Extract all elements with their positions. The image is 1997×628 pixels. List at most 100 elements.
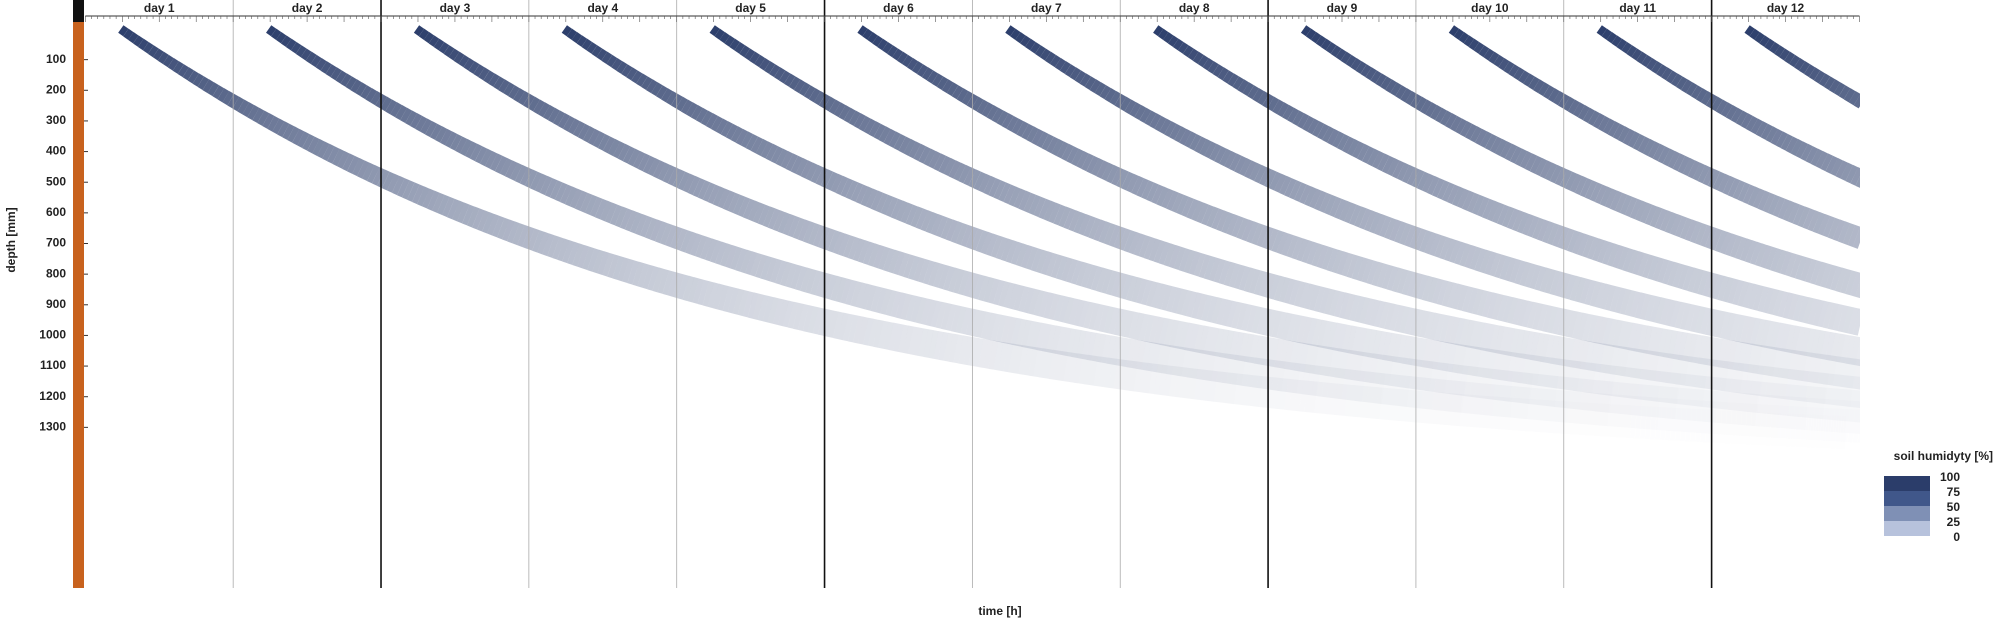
humidity-band: [800, 160, 814, 179]
humidity-band: [157, 51, 169, 64]
humidity-band: [1624, 347, 1635, 378]
humidity-band: [1247, 85, 1260, 100]
humidity-band: [1183, 367, 1193, 399]
humidity-band: [1246, 221, 1259, 244]
humidity-band: [1752, 284, 1764, 311]
humidity-band: [1376, 153, 1390, 172]
humidity-band: [1249, 334, 1259, 364]
humidity-band: [1596, 25, 1607, 37]
humidity-band: [1035, 322, 1047, 351]
humidity-band: [1592, 363, 1602, 395]
humidity-band: [1305, 28, 1317, 40]
humidity-band: [1506, 297, 1519, 324]
humidity-band: [1015, 243, 1028, 267]
humidity-band: [1134, 104, 1147, 121]
humidity-band: [507, 221, 520, 244]
humidity-band: [1777, 291, 1789, 318]
humidity-band: [1068, 352, 1078, 383]
humidity-band: [1735, 362, 1745, 394]
humidity-band: [1767, 346, 1778, 377]
humidity-band: [975, 310, 987, 338]
humidity-band: [1238, 266, 1251, 291]
humidity-band: [1108, 358, 1118, 389]
humidity-band: [1299, 342, 1309, 373]
humidity-band: [1151, 184, 1164, 205]
humidity-band: [1269, 377, 1278, 409]
humidity-band: [1213, 328, 1225, 357]
humidity-band: [1350, 57, 1362, 71]
humidity-band: [1567, 310, 1578, 338]
humidity-band: [1138, 313, 1150, 342]
humidity-band: [1105, 270, 1118, 296]
humidity-band: [682, 275, 695, 302]
humidity-band: [1089, 79, 1102, 94]
legend-label: 100: [1940, 470, 1960, 484]
humidity-band: [534, 173, 548, 193]
humidity-band: [1035, 249, 1048, 274]
humidity-band: [1099, 85, 1112, 100]
humidity-band: [1384, 355, 1394, 386]
humidity-band: [1454, 118, 1468, 135]
humidity-band: [622, 146, 636, 164]
humidity-band: [1837, 221, 1851, 244]
humidity-band: [908, 255, 920, 280]
humidity-band: [1513, 67, 1525, 81]
humidity-band: [1537, 356, 1547, 387]
humidity-band: [1449, 396, 1454, 397]
humidity-band: [1088, 355, 1098, 386]
humidity-band: [1514, 260, 1527, 285]
humidity-band: [715, 241, 728, 265]
humidity-band: [1842, 223, 1856, 246]
humidity-band: [1030, 41, 1041, 54]
humidity-band: [1474, 321, 1485, 350]
humidity-band: [1466, 192, 1480, 213]
humidity-band: [1123, 310, 1135, 338]
humidity-band: [960, 224, 974, 247]
humidity-band: [1602, 118, 1615, 135]
humidity-band: [1767, 194, 1781, 216]
humidity-band: [1827, 302, 1839, 330]
humidity-band: [1326, 248, 1339, 272]
humidity-band: [450, 133, 463, 151]
humidity-band: [923, 260, 935, 285]
humidity-band: [367, 164, 380, 184]
humidity-band: [1542, 356, 1552, 388]
humidity-band: [1385, 79, 1397, 94]
humidity-band: [1800, 257, 1813, 282]
humidity-band: [1381, 264, 1394, 290]
humidity-band: [998, 281, 1010, 307]
humidity-band: [1494, 138, 1508, 156]
humidity-band: [887, 45, 898, 58]
humidity-band: [1416, 171, 1430, 191]
humidity-band: [1770, 367, 1780, 398]
humidity-band: [1334, 348, 1344, 378]
humidity-band: [1038, 348, 1049, 378]
humidity-band: [1354, 351, 1364, 382]
humidity-band: [1782, 200, 1796, 222]
humidity-band: [875, 287, 887, 314]
humidity-band: [1539, 374, 1549, 406]
humidity-band: [1163, 318, 1175, 347]
humidity-band: [850, 182, 864, 202]
humidity-band: [1083, 301, 1095, 329]
humidity-band: [1639, 293, 1651, 320]
humidity-band: [543, 104, 555, 121]
humidity-band: [1730, 107, 1743, 124]
humidity-band: [1396, 268, 1409, 294]
humidity-band: [1198, 369, 1208, 401]
humidity-band: [719, 32, 730, 44]
humidity-band: [272, 118, 285, 135]
humidity-band: [1597, 240, 1610, 264]
humidity-band: [1449, 364, 1459, 395]
humidity-band: [410, 113, 423, 129]
humidity-band: [793, 79, 806, 94]
humidity-band: [1299, 184, 1312, 205]
humidity-band: [1454, 396, 1459, 397]
humidity-band: [1193, 252, 1206, 277]
humidity-band: [757, 294, 769, 322]
humidity-band: [1401, 335, 1412, 365]
humidity-band: [1699, 224, 1713, 247]
humidity-band: [1109, 90, 1122, 106]
humidity-band: [1427, 378, 1436, 410]
humidity-band: [1164, 121, 1177, 138]
